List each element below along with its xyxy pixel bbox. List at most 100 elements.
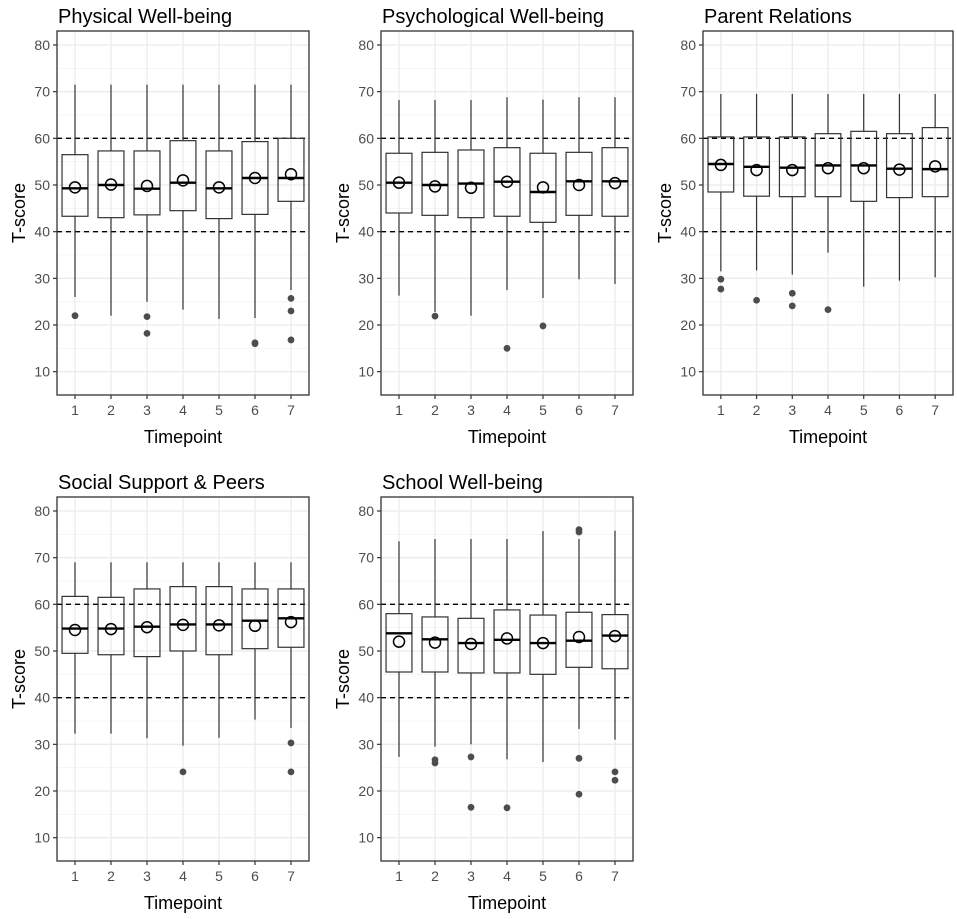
x-axis-title: Timepoint	[468, 893, 546, 913]
mean-marker	[572, 630, 586, 644]
y-tick-label: 60	[34, 596, 50, 612]
y-tick-label: 50	[34, 643, 50, 659]
panel-2: 10 20 30 40 50 60 70 80 1 2 3 4 5 6 7 Psychological Wel…	[333, 6, 634, 447]
box-timepoint-4	[493, 97, 521, 352]
y-tick-label: 80	[34, 503, 50, 519]
x-tick-label: 4	[179, 402, 187, 418]
iqr-box	[205, 585, 233, 656]
x-tick-label: 6	[896, 402, 904, 418]
mean-marker	[176, 174, 190, 187]
iqr-box	[133, 588, 161, 658]
box-timepoint-7	[921, 94, 949, 278]
mean-marker	[392, 176, 406, 189]
mean-marker	[248, 171, 262, 185]
outlier-point	[287, 768, 295, 776]
y-axis-title: T-score	[333, 183, 353, 243]
outlier-point	[575, 754, 583, 762]
iqr-box	[61, 154, 89, 217]
outlier-point	[575, 790, 583, 798]
outlier-point	[143, 313, 151, 320]
y-tick-label: 10	[34, 830, 50, 846]
outlier-point	[287, 307, 295, 315]
y-tick-label: 20	[34, 317, 50, 333]
mean-marker	[212, 619, 226, 632]
mean-marker	[500, 632, 514, 645]
x-tick-label: 2	[107, 402, 115, 418]
box-timepoint-2	[743, 94, 771, 304]
x-tick-label: 6	[575, 868, 583, 884]
box-timepoint-5	[205, 84, 233, 319]
y-tick-label: 40	[680, 224, 696, 240]
x-tick-label: 2	[431, 402, 439, 418]
y-tick-label: 10	[358, 364, 374, 380]
mean-marker	[821, 161, 835, 175]
iqr-box	[601, 613, 629, 670]
y-axis-title: T-score	[655, 183, 675, 243]
outlier-point	[431, 312, 439, 320]
mean-marker	[893, 163, 906, 176]
mean-marker	[104, 622, 118, 636]
mean-marker	[500, 175, 514, 188]
box-timepoint-3	[133, 562, 161, 739]
outlier-point	[287, 336, 295, 344]
mean-marker	[392, 635, 406, 648]
x-tick-label: 5	[539, 402, 547, 418]
mean-marker	[714, 158, 728, 172]
x-tick-label: 4	[179, 868, 187, 884]
box-timepoint-1	[61, 84, 89, 320]
mean-marker	[68, 181, 82, 194]
y-tick-label: 20	[680, 317, 696, 333]
box-timepoint-1	[61, 562, 89, 734]
x-tick-label: 4	[824, 402, 832, 418]
y-tick-label: 60	[358, 130, 374, 146]
iqr-box	[921, 126, 949, 198]
outlier-point	[467, 753, 475, 761]
y-tick-label: 50	[34, 177, 50, 193]
y-axis-title: T-score	[333, 649, 353, 709]
iqr-box	[205, 150, 233, 220]
panel-4: 10 20 30 40 50 60 70 80 1 2 3 4 5 6 7 Social Support & …	[9, 472, 310, 913]
mean-marker	[68, 623, 82, 637]
box-timepoint-5	[529, 531, 557, 763]
outlier-point	[143, 330, 151, 337]
panel-title: Physical Well-being	[58, 6, 232, 28]
box-timepoint-3	[457, 539, 485, 811]
iqr-box	[133, 150, 161, 216]
mean-marker	[104, 178, 118, 191]
y-tick-label: 10	[34, 364, 50, 380]
y-tick-label: 30	[34, 270, 50, 286]
outlier-point	[611, 768, 619, 776]
box-timepoint-2	[97, 562, 125, 734]
panel-5: 10 20 30 40 50 60 70 80 1 2 3 4 5 6 7 School Well-being…	[333, 472, 634, 913]
y-tick-label: 60	[34, 130, 50, 146]
box-timepoint-7	[601, 530, 629, 784]
mean-marker	[428, 636, 442, 649]
box-timepoint-3	[133, 84, 161, 337]
iqr-box	[97, 596, 125, 656]
mean-marker	[464, 181, 478, 195]
box-timepoint-4	[493, 539, 521, 812]
box-timepoint-4	[169, 562, 197, 776]
x-tick-label: 2	[431, 868, 439, 884]
y-tick-label: 20	[358, 317, 374, 333]
panel-title: Parent Relations	[704, 6, 852, 28]
x-tick-label: 5	[215, 402, 223, 418]
outlier-point	[467, 803, 475, 811]
box-timepoint-3	[457, 100, 485, 316]
box-timepoint-6	[565, 97, 593, 280]
mean-marker	[572, 178, 586, 192]
outlier-point	[611, 776, 619, 784]
iqr-box	[169, 585, 197, 652]
outlier-point	[251, 340, 259, 348]
x-tick-label: 6	[251, 868, 259, 884]
mean-marker	[928, 160, 942, 173]
outlier-point	[71, 312, 79, 320]
y-tick-label: 70	[358, 550, 374, 566]
box-timepoint-5	[850, 94, 878, 287]
y-tick-label: 30	[358, 270, 374, 286]
x-axis-title: Timepoint	[468, 427, 546, 447]
iqr-box	[385, 613, 413, 673]
y-tick-label: 50	[358, 177, 374, 193]
y-tick-label: 10	[358, 830, 374, 846]
outlier-point	[503, 344, 511, 352]
